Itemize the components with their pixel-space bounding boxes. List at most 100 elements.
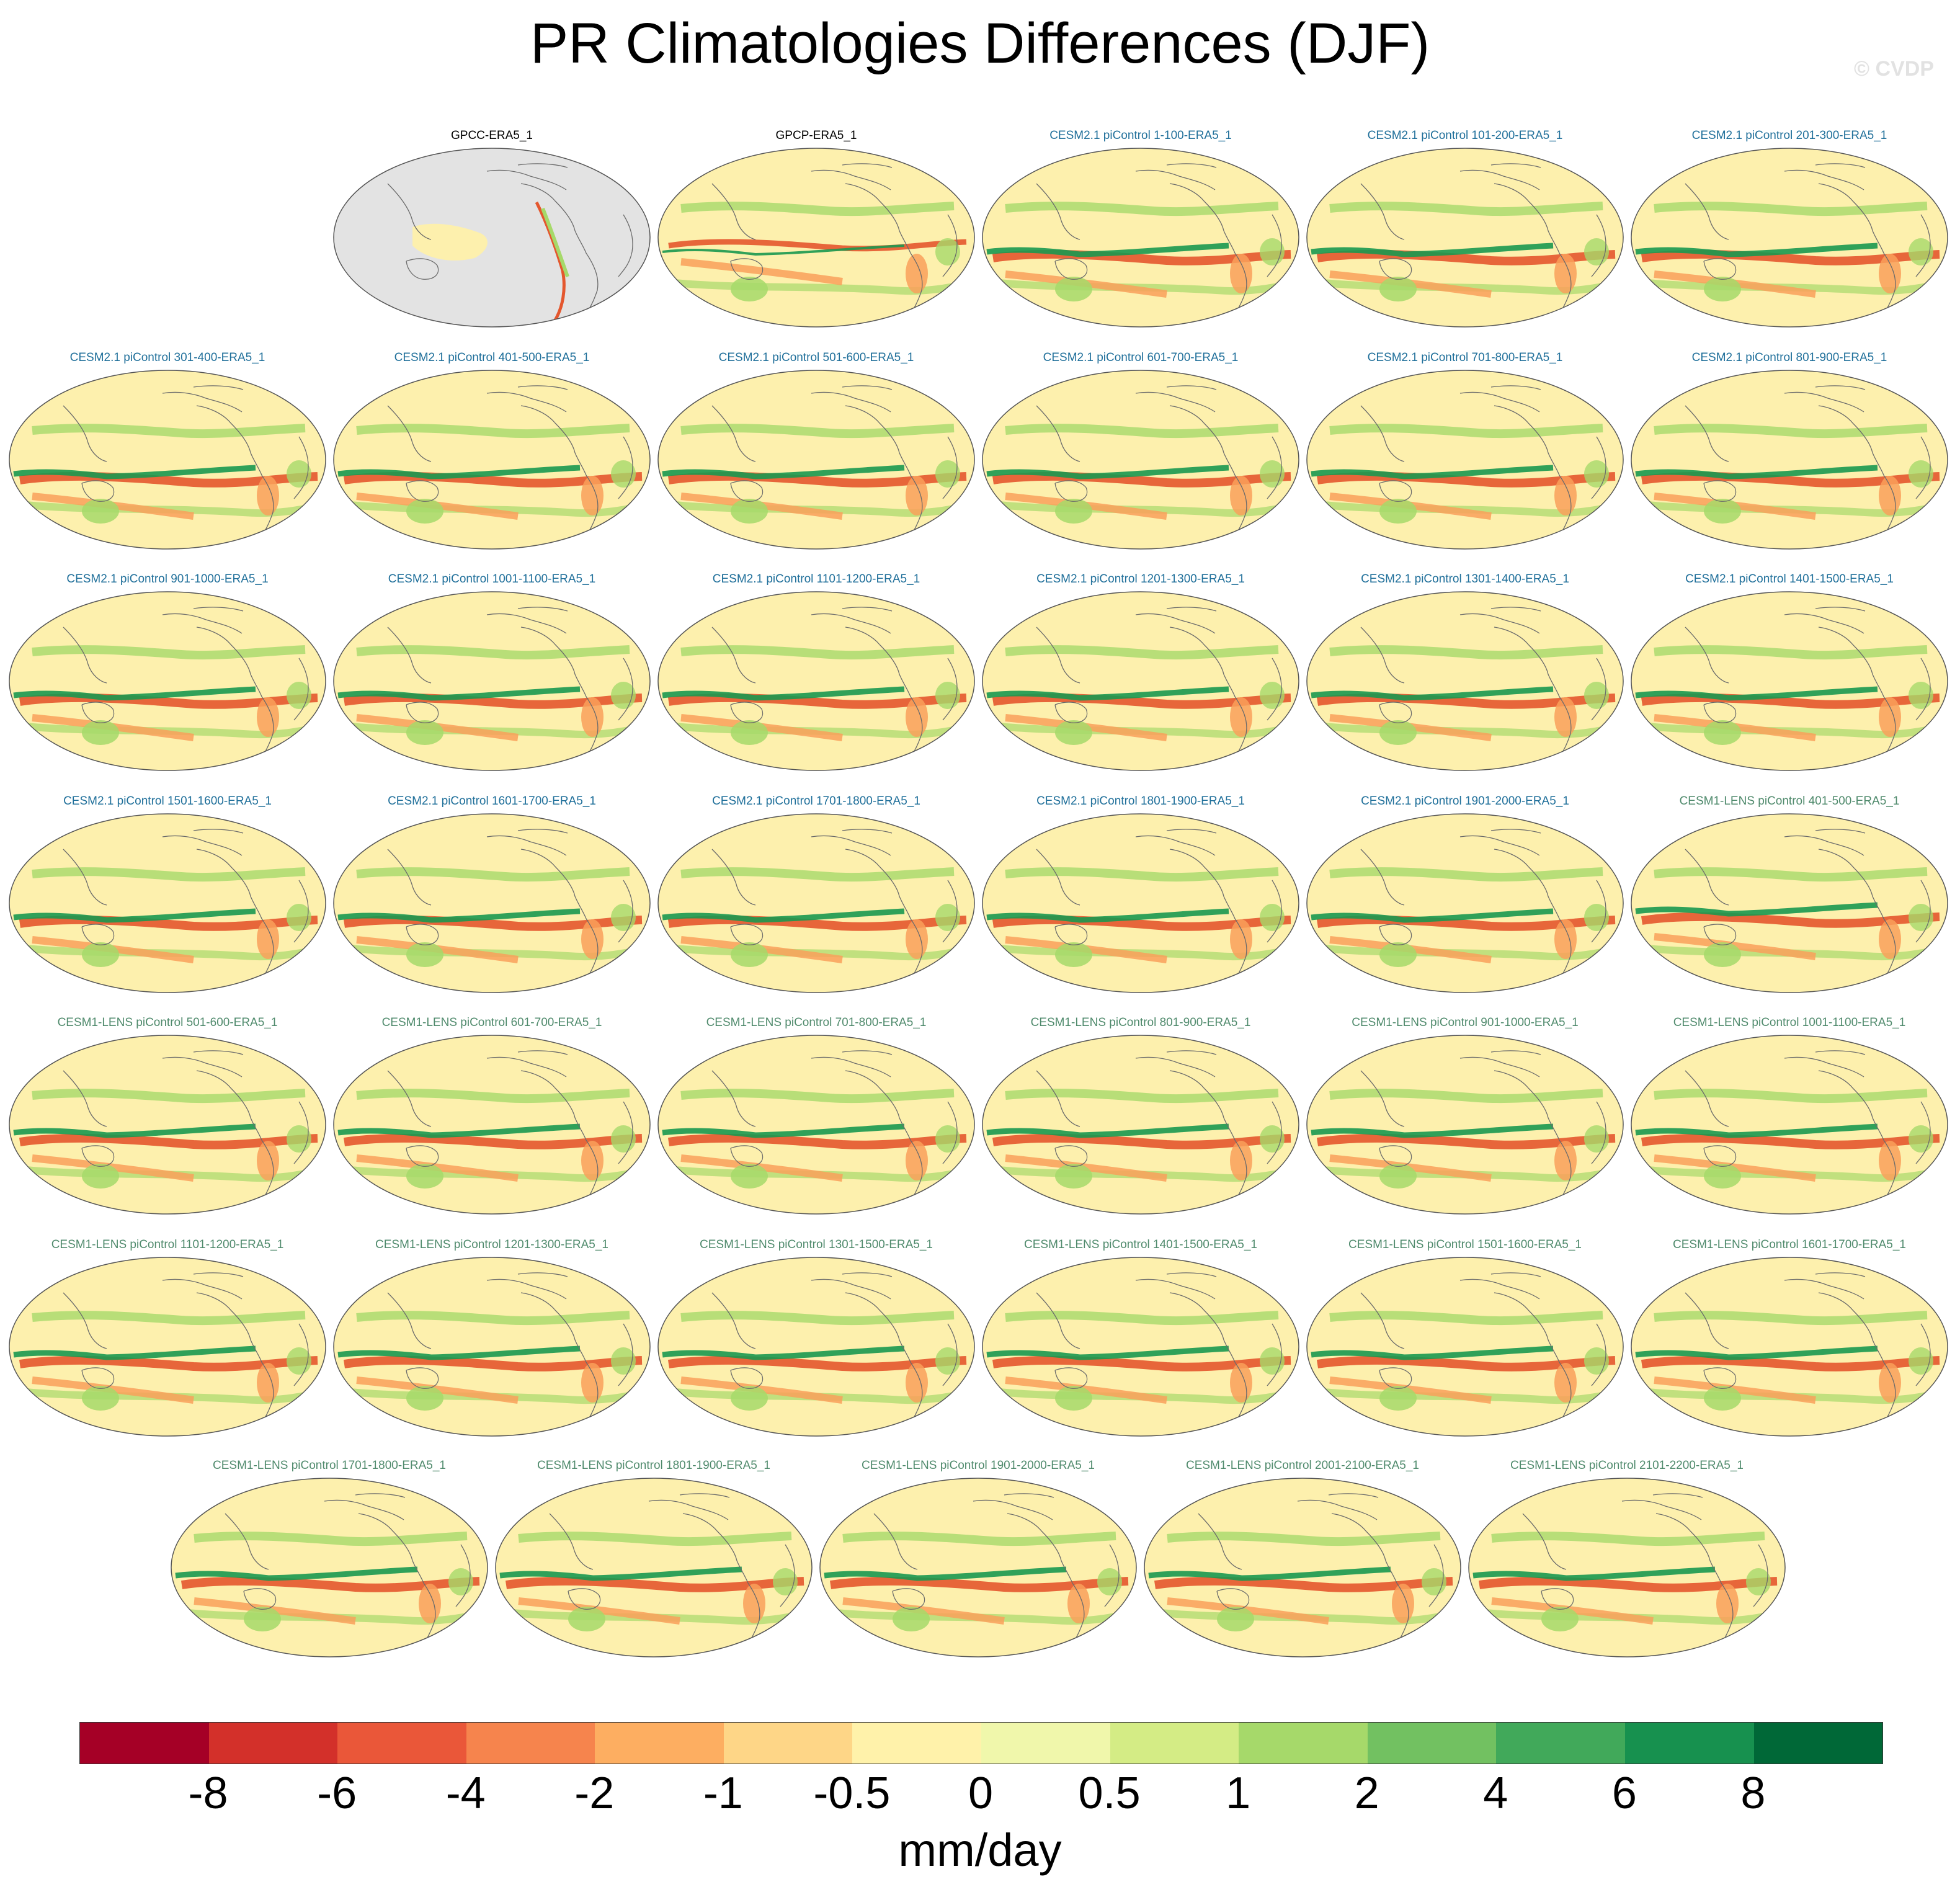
dry-blob	[1230, 919, 1252, 959]
wet-band	[680, 867, 955, 882]
coastline	[1297, 1499, 1378, 1520]
coastline	[618, 658, 633, 721]
panel-title: GPCC-ERA5_1	[451, 129, 533, 142]
wet-band	[1005, 645, 1279, 660]
coastline	[162, 613, 243, 634]
wet-band	[1635, 1345, 1878, 1360]
robinson-map	[1306, 813, 1624, 993]
map-outline	[1306, 1257, 1624, 1437]
dry-blob	[1879, 919, 1901, 959]
field-background	[982, 814, 1299, 993]
land-mask	[334, 148, 650, 327]
wet-blob	[1909, 1125, 1933, 1153]
coastline	[1166, 829, 1217, 834]
wet-blob	[406, 720, 443, 745]
wet-band	[999, 723, 1292, 739]
wet-blob	[1260, 1347, 1285, 1375]
colorbar-segment	[208, 1723, 338, 1764]
coastline	[618, 436, 633, 499]
map-panel: CESM2.1 piControl 1601-1700-ERA5_1	[332, 795, 652, 994]
wet-blob	[1379, 942, 1417, 967]
coastline	[520, 627, 599, 759]
map-panel: CESM2.1 piControl 1201-1300-ERA5_1	[981, 573, 1301, 772]
coastline	[520, 405, 599, 538]
dry-blob	[1554, 919, 1577, 959]
wet-blob	[1909, 238, 1933, 265]
panel-title: CESM1-LENS piControl 1301-1500-ERA5_1	[700, 1238, 933, 1251]
coastline	[1379, 702, 1412, 723]
coastline	[406, 924, 439, 945]
wet-blob	[935, 238, 960, 265]
coastline	[568, 1588, 601, 1610]
robinson-map	[1631, 813, 1948, 993]
colorbar-tick-label: -2	[574, 1769, 615, 1818]
robinson-map	[982, 148, 1299, 328]
coastline	[293, 880, 309, 943]
dry-band	[1641, 1133, 1940, 1149]
wet-band	[1323, 501, 1616, 517]
wet-band	[356, 1311, 630, 1326]
wet-band	[1311, 243, 1554, 257]
colorbar-units: mm/day	[898, 1824, 1062, 1876]
map-outline	[333, 813, 651, 993]
map-panel: CESM1-LENS piControl 1001-1100-ERA5_1	[1629, 1016, 1949, 1216]
wet-band	[999, 945, 1292, 961]
coastline	[711, 1292, 756, 1349]
coastline	[406, 1145, 439, 1167]
dry-blob	[581, 1363, 604, 1403]
map-panel: CESM1-LENS piControl 1301-1500-ERA5_1	[656, 1238, 976, 1438]
wet-band	[1654, 202, 1928, 216]
dry-blob	[743, 1584, 765, 1623]
wet-blob	[1055, 1386, 1092, 1411]
colorbar-tick-label: 8	[1740, 1769, 1766, 1818]
map-panel: GPCC-ERA5_1	[332, 129, 652, 329]
coastline	[63, 1292, 107, 1349]
robinson-map	[1306, 370, 1624, 550]
wet-band	[999, 1166, 1292, 1182]
coastline	[1331, 1513, 1409, 1646]
coastline	[387, 405, 432, 462]
robinson-map	[1306, 1257, 1624, 1437]
coastline	[486, 835, 567, 856]
coastline	[1379, 1145, 1412, 1167]
coastline	[1685, 1292, 1729, 1349]
dry-band	[1316, 249, 1616, 265]
map-panel: CESM1-LENS piControl 801-900-ERA5_1	[981, 1016, 1301, 1216]
coastline	[618, 1101, 633, 1164]
wet-blob	[1379, 277, 1417, 301]
coastline	[1703, 702, 1737, 723]
coastline	[1360, 1292, 1405, 1349]
coastline	[517, 1050, 568, 1055]
map-outline	[657, 1035, 975, 1215]
coastline	[1379, 924, 1412, 945]
coastline	[517, 1272, 568, 1277]
coastline	[811, 169, 891, 190]
wet-band	[674, 501, 968, 517]
dry-band	[1641, 249, 1940, 265]
panel-title: CESM2.1 piControl 201-300-ERA5_1	[1691, 129, 1887, 142]
coastline	[1379, 258, 1412, 280]
wet-band	[1654, 867, 1928, 882]
coastline	[1036, 1070, 1080, 1127]
field-background	[9, 592, 326, 770]
dry-blob	[419, 1584, 441, 1623]
map-panel: CESM2.1 piControl 201-300-ERA5_1	[1629, 129, 1949, 329]
coastline	[1169, 183, 1247, 316]
coastline	[1459, 1278, 1540, 1300]
coastline	[1494, 183, 1572, 316]
field-background	[658, 592, 974, 770]
wet-band	[674, 279, 968, 295]
wet-band	[1635, 243, 1878, 257]
coastline	[406, 702, 439, 723]
coastline	[942, 1323, 958, 1386]
coastline	[1915, 214, 1931, 277]
wet-band	[13, 1123, 256, 1138]
figure-title: PR Climatologies Differences (DJF)	[530, 12, 1430, 75]
coastline	[942, 880, 958, 943]
colorbar-tick-label: 0	[968, 1769, 994, 1818]
robinson-map	[1631, 148, 1948, 328]
coastline	[293, 658, 309, 721]
coastline	[711, 627, 756, 684]
map-panel: CESM2.1 piControl 501-600-ERA5_1	[656, 351, 976, 551]
robinson-map	[333, 1257, 651, 1437]
